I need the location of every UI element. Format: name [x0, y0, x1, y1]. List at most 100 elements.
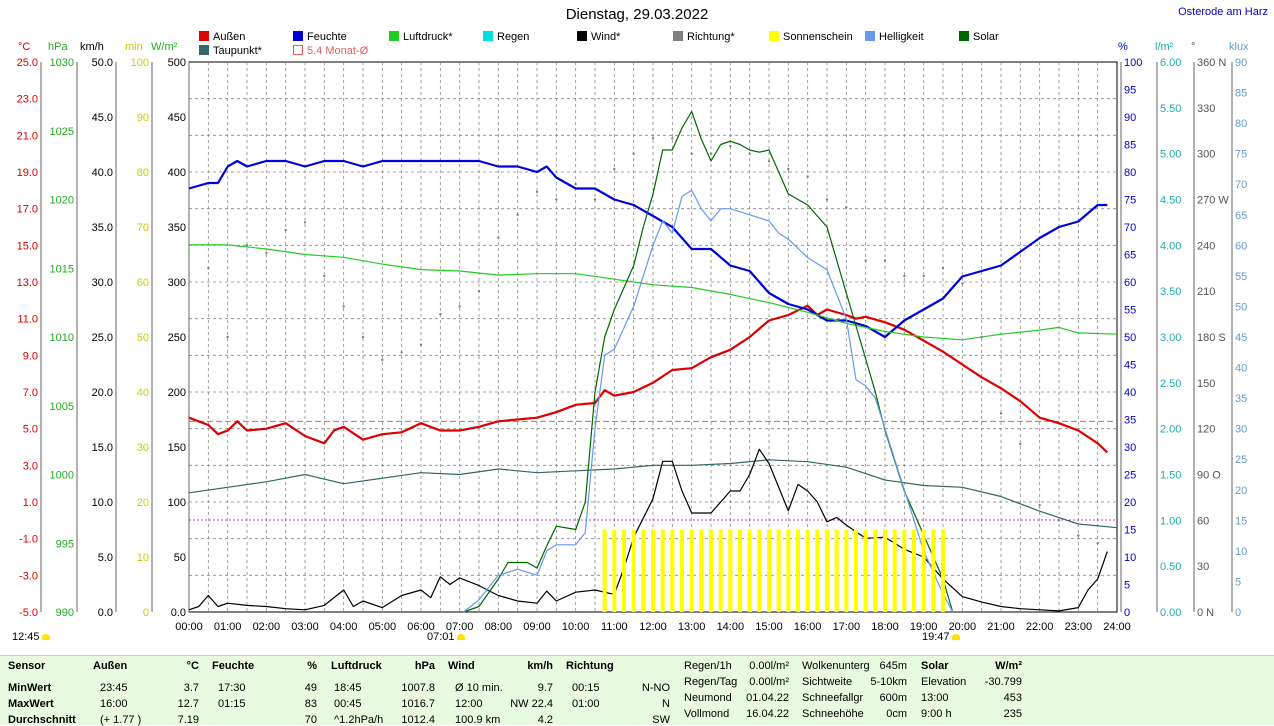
- lux-tick-label: 50: [1235, 301, 1247, 313]
- stats-cell: 70: [304, 714, 317, 726]
- x-tick-label: 14:00: [717, 621, 745, 633]
- direction-point: [961, 282, 964, 285]
- legend-swatch: [293, 45, 303, 55]
- x-tick-label: 18:00: [871, 621, 899, 633]
- wind-tick-label: 10.0: [92, 497, 113, 509]
- press-tick-label: 1015: [50, 263, 74, 275]
- lux-tick-label: 35: [1235, 393, 1247, 405]
- stats-cell: 00:45: [334, 698, 362, 710]
- sunshine-bar: [728, 529, 733, 612]
- legend-item: Regen: [483, 31, 529, 43]
- hum-axis-title: %: [1118, 41, 1128, 53]
- x-tick-label: 01:00: [214, 621, 242, 633]
- direction-point: [632, 152, 635, 155]
- x-tick-label: 09:00: [523, 621, 551, 633]
- hum-tick-label: 35: [1124, 415, 1136, 427]
- lux-axis-title: klux: [1229, 41, 1249, 53]
- stats-cell: 16.04.22: [746, 708, 789, 720]
- stats-cell: N: [662, 698, 670, 710]
- stats-row-label: Durchschnitt: [8, 714, 76, 726]
- rain-tick-label: 0.00: [1160, 607, 1181, 619]
- direction-point: [999, 412, 1003, 415]
- stats-row-label: MaxWert: [8, 698, 54, 710]
- x-tick-label: 20:00: [949, 621, 977, 633]
- direction-point: [748, 152, 751, 155]
- stats-cell: (+ 1.77 ): [100, 714, 142, 726]
- sunshine-bar: [660, 529, 665, 612]
- stats-cell: 83: [304, 698, 317, 710]
- dir-axis-title: °: [1191, 41, 1196, 53]
- wind-tick-label: 0.0: [98, 607, 113, 619]
- sun-icon: [456, 634, 465, 640]
- stats-header-unit: W/m²: [995, 660, 1022, 672]
- chart-title: Dienstag, 29.03.2022: [565, 6, 709, 23]
- direction-point: [613, 167, 616, 171]
- sunshine-bar: [612, 529, 617, 612]
- direction-point: [883, 259, 887, 262]
- solar-tick-label: 500: [168, 57, 186, 69]
- x-tick-label: 03:00: [291, 621, 319, 633]
- direction-point: [207, 267, 210, 270]
- hum-tick-label: 55: [1124, 305, 1136, 317]
- stats-cell: 1016.7: [401, 698, 435, 710]
- lux-tick-label: 10: [1235, 546, 1247, 558]
- stats-cell: 645m: [879, 660, 907, 672]
- hum-tick-label: 5: [1124, 580, 1130, 592]
- legend-label: Sonnenschein: [783, 31, 853, 43]
- stats-header: Außen: [93, 660, 128, 672]
- stats-cell: N-NO: [641, 682, 670, 694]
- x-tick-label: 02:00: [253, 621, 281, 633]
- stats-cell: Sichtweite: [802, 676, 853, 688]
- stats-header-unit: °C: [186, 660, 199, 672]
- stats-cell: 00:15: [572, 682, 600, 694]
- stats-cell: Neumond: [684, 692, 732, 704]
- hum-tick-label: 90: [1124, 112, 1136, 124]
- lux-tick-label: 0: [1235, 607, 1241, 619]
- direction-point: [245, 244, 249, 247]
- lux-tick-label: 15: [1235, 515, 1247, 527]
- sunshine-bar: [931, 529, 936, 612]
- sunshine-bar: [805, 529, 810, 612]
- rain-tick-label: 5.50: [1160, 103, 1181, 115]
- stats-cell: 9:00 h: [921, 708, 952, 720]
- legend-item: Helligkeit: [865, 31, 924, 43]
- stats-cell: 01:15: [218, 698, 246, 710]
- legend-swatch: [865, 31, 875, 41]
- stats-cell: 18:45: [334, 682, 362, 694]
- x-tick-label: 05:00: [369, 621, 397, 633]
- solar-tick-label: 100: [168, 497, 186, 509]
- sunshine-bar: [892, 529, 897, 612]
- direction-point: [651, 137, 655, 140]
- dir-tick-label: 240: [1197, 240, 1215, 252]
- solar-tick-label: 50: [174, 552, 186, 564]
- wind-tick-label: 15.0: [92, 442, 113, 454]
- min-tick-label: 50: [137, 332, 149, 344]
- direction-point: [1019, 442, 1022, 446]
- direction-point: [864, 259, 867, 262]
- wind-axis-title: km/h: [80, 41, 104, 53]
- temp-tick-label: 3.0: [23, 460, 38, 472]
- direction-point: [284, 228, 287, 232]
- press-tick-label: 1020: [50, 195, 74, 207]
- stats-cell: 453: [1003, 692, 1022, 704]
- x-tick-label: 16:00: [794, 621, 822, 633]
- hum-tick-label: 0: [1124, 607, 1130, 619]
- direction-point: [767, 160, 771, 163]
- location-link[interactable]: Osterode am Harz: [1178, 6, 1268, 18]
- sun-marker-sunrise: 07:01: [427, 631, 465, 643]
- solar-axis-title: W/m²: [151, 41, 178, 53]
- dir-tick-label: 0 N: [1197, 607, 1214, 619]
- series-helligkeit-line: [463, 189, 954, 613]
- min-tick-label: 60: [137, 277, 149, 289]
- x-tick-label: 04:00: [330, 621, 358, 633]
- sunshine-bars: [602, 529, 945, 612]
- lux-tick-label: 90: [1235, 57, 1247, 69]
- sunshine-bar: [912, 529, 916, 612]
- x-tick-label: 23:00: [1065, 621, 1093, 633]
- direction-point: [419, 343, 423, 346]
- x-tick-label: 13:00: [678, 621, 706, 633]
- direction-point: [671, 137, 674, 140]
- min-tick-label: 100: [131, 57, 149, 69]
- x-tick-label: 15:00: [755, 621, 783, 633]
- x-tick-label: 10:00: [562, 621, 590, 633]
